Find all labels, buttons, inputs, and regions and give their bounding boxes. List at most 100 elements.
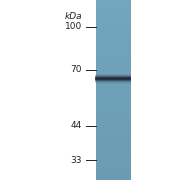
Bar — [96, 114, 131, 115]
Bar — [96, 179, 131, 180]
Bar — [96, 108, 131, 109]
Bar — [96, 12, 131, 13]
Bar — [96, 100, 131, 101]
Bar — [96, 58, 131, 59]
Bar — [96, 49, 131, 50]
Bar — [96, 83, 131, 84]
Bar — [96, 151, 131, 152]
Bar — [96, 173, 131, 174]
Bar — [96, 146, 131, 147]
Bar — [96, 129, 131, 130]
Bar — [96, 41, 131, 42]
Bar — [96, 145, 131, 146]
Bar — [96, 54, 131, 55]
Bar — [96, 162, 131, 163]
Bar — [96, 47, 131, 48]
Bar — [96, 5, 131, 6]
Bar — [96, 174, 131, 175]
Bar — [96, 60, 131, 61]
Bar — [96, 159, 131, 160]
Bar — [95, 83, 131, 84]
Bar — [96, 106, 131, 107]
Bar — [96, 127, 131, 128]
Bar — [96, 176, 131, 177]
Bar — [96, 93, 131, 94]
Bar — [96, 102, 131, 103]
Bar — [96, 38, 131, 39]
Bar — [96, 95, 131, 96]
Bar — [96, 158, 131, 159]
Bar — [96, 40, 131, 41]
Bar — [96, 0, 131, 1]
Bar — [96, 109, 131, 110]
Bar — [96, 56, 131, 57]
Bar — [96, 161, 131, 162]
Bar — [96, 178, 131, 179]
Bar — [96, 26, 131, 27]
Bar — [96, 86, 131, 87]
Bar — [96, 177, 131, 178]
Bar — [96, 66, 131, 67]
Bar — [96, 4, 131, 5]
Bar — [96, 19, 131, 20]
Bar — [96, 30, 131, 31]
Bar — [96, 104, 131, 105]
Bar — [96, 77, 131, 78]
Bar — [96, 139, 131, 140]
Bar — [96, 51, 131, 52]
Bar — [96, 103, 131, 104]
Bar — [96, 88, 131, 89]
Bar — [96, 94, 131, 95]
Bar — [96, 149, 131, 150]
Bar — [96, 24, 131, 25]
Bar — [96, 45, 131, 46]
Bar — [96, 134, 131, 135]
Bar — [96, 1, 131, 2]
Bar — [96, 164, 131, 165]
Bar — [96, 28, 131, 29]
Bar — [96, 156, 131, 157]
Bar — [96, 165, 131, 166]
Bar — [96, 82, 131, 83]
Bar — [96, 21, 131, 22]
Bar — [96, 3, 131, 4]
Bar — [96, 166, 131, 167]
Bar — [96, 128, 131, 129]
Bar — [96, 135, 131, 136]
Bar — [96, 99, 131, 100]
Bar — [96, 91, 131, 92]
Bar — [96, 172, 131, 173]
Bar — [96, 80, 131, 81]
Bar — [96, 169, 131, 170]
Bar — [96, 142, 131, 143]
Bar — [96, 132, 131, 133]
Bar — [96, 22, 131, 23]
Bar — [96, 34, 131, 35]
Bar — [96, 123, 131, 124]
Bar — [96, 125, 131, 126]
Bar — [96, 9, 131, 10]
Bar — [96, 27, 131, 28]
Bar — [96, 50, 131, 51]
Bar — [96, 130, 131, 131]
Bar — [96, 71, 131, 72]
Bar — [96, 37, 131, 38]
Bar — [96, 61, 131, 62]
Bar — [96, 84, 131, 85]
Bar — [96, 43, 131, 44]
Bar — [96, 79, 131, 80]
Bar — [96, 52, 131, 53]
Bar — [95, 80, 131, 81]
Bar — [96, 75, 131, 76]
Bar — [96, 35, 131, 36]
Bar — [96, 11, 131, 12]
Bar — [96, 62, 131, 63]
Bar — [96, 57, 131, 58]
Bar — [96, 6, 131, 7]
Bar — [96, 59, 131, 60]
Bar — [96, 157, 131, 158]
Bar — [96, 13, 131, 14]
Bar — [96, 14, 131, 15]
Bar — [96, 70, 131, 71]
Bar — [96, 15, 131, 16]
